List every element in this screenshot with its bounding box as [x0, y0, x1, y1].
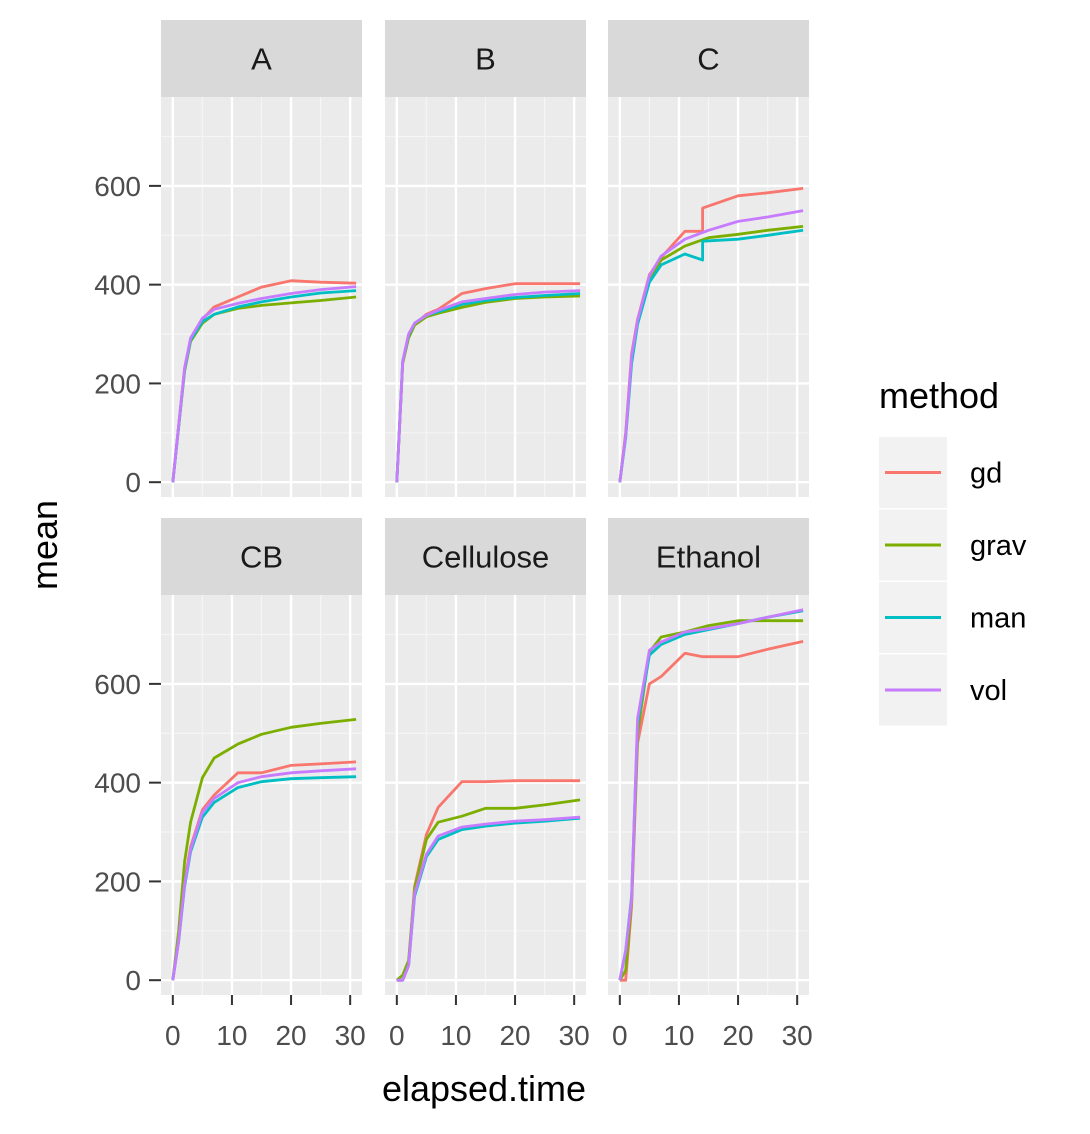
facet-strip	[161, 518, 362, 595]
y-tick-label: 0	[125, 467, 141, 498]
series-line-grav	[171, 718, 357, 981]
facet-panel: Ethanol	[608, 518, 809, 995]
legend-label: grav	[970, 530, 1027, 562]
legend-label: man	[970, 603, 1026, 635]
facet-strip-label: CB	[240, 540, 283, 575]
facet-strip-label: A	[251, 42, 272, 77]
x-tick-label: 10	[216, 1020, 247, 1051]
legend-label: vol	[970, 675, 1007, 707]
x-tick-label: 20	[722, 1020, 753, 1051]
facet-strip	[385, 518, 586, 595]
y-tick-label: 400	[94, 768, 141, 799]
x-tick-label: 20	[275, 1020, 306, 1051]
facet-strip-label: Cellulose	[422, 540, 550, 575]
y-tick-label: 0	[125, 965, 141, 996]
facet-strip-label: B	[475, 42, 496, 77]
series-line-vol	[171, 285, 357, 483]
facet-strip	[608, 518, 809, 595]
x-tick-label: 30	[335, 1020, 366, 1051]
facet-panel: A	[161, 20, 362, 497]
facet-strip-label: Ethanol	[656, 540, 761, 575]
y-tick-label: 200	[94, 368, 141, 399]
legend: method gd grav man vol	[879, 375, 1027, 726]
facet-strip	[608, 20, 809, 97]
x-tick-label: 0	[165, 1020, 181, 1051]
x-tick-label: 10	[663, 1020, 694, 1051]
legend-item-man: man	[879, 582, 1026, 653]
y-tick-label: 600	[94, 669, 141, 700]
facet-panel: B	[385, 20, 586, 497]
x-tick-label: 0	[612, 1020, 628, 1051]
legend-item-grav: grav	[879, 509, 1027, 581]
legend-label: gd	[970, 458, 1002, 490]
series-line-vol	[171, 767, 357, 981]
series-line-vol	[396, 815, 581, 982]
facet-panel: Cellulose	[385, 518, 586, 995]
x-tick-label: 0	[389, 1020, 405, 1051]
facet-strip	[385, 20, 586, 97]
x-tick-label: 20	[499, 1020, 530, 1051]
facet-strip-label: C	[697, 42, 719, 77]
x-tick-label: 10	[440, 1020, 471, 1051]
y-axis-title: mean	[24, 500, 65, 590]
legend-item-gd: gd	[879, 437, 1002, 508]
y-tick-label: 400	[94, 270, 141, 301]
y-tick-label: 200	[94, 866, 141, 897]
series-line-vol	[618, 608, 804, 981]
x-tick-label: 30	[782, 1020, 813, 1051]
facet-strip	[161, 20, 362, 97]
x-axis-title: elapsed.time	[382, 1068, 586, 1109]
x-tick-label: 30	[559, 1020, 590, 1051]
legend-item-vol: vol	[879, 654, 1007, 726]
facet-panel: CB	[161, 518, 362, 995]
facet-panel: C	[608, 20, 809, 497]
legend-title: method	[879, 375, 999, 416]
series-line-vol	[395, 289, 581, 483]
y-tick-label: 600	[94, 171, 141, 202]
series-line-vol	[618, 209, 804, 483]
series-line-grav	[395, 798, 581, 982]
